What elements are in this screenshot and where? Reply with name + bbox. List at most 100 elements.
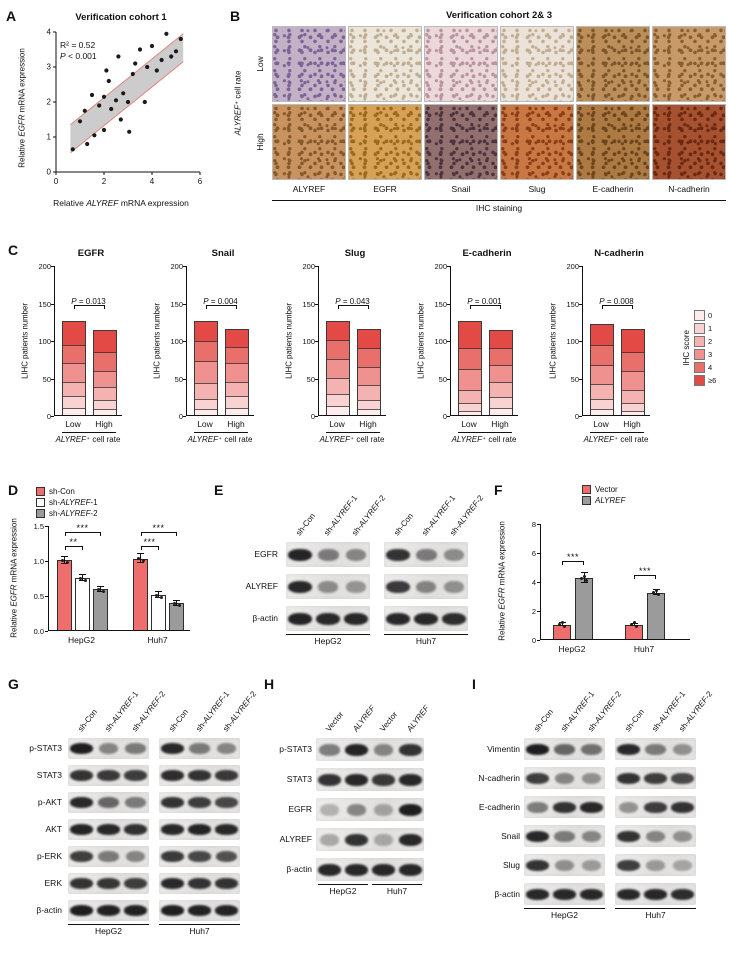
- data-point: [582, 574, 586, 578]
- blot-band: [644, 801, 667, 813]
- bar-segment: [459, 368, 481, 390]
- bar-segment: [226, 381, 248, 397]
- blot-band: [371, 863, 396, 876]
- bar: [75, 578, 90, 630]
- blot-band: [671, 801, 695, 813]
- legend-value: 4: [708, 363, 713, 372]
- lane-label: sh-Con: [294, 511, 318, 538]
- y-tick: [315, 378, 318, 380]
- blot-group-label: Huh7: [384, 634, 468, 646]
- error-bar: [82, 575, 83, 581]
- blot-band: [616, 888, 641, 900]
- data-point: [177, 603, 181, 607]
- data-point: [70, 147, 75, 152]
- blot-box: [615, 796, 696, 818]
- lane-label: sh-Con: [392, 511, 416, 538]
- legend-item: sh-Con: [36, 486, 98, 497]
- sig-bracket: [140, 546, 159, 550]
- blot-row-label: EGFR: [288, 804, 312, 814]
- p-bracket: [470, 304, 501, 309]
- data-point: [92, 133, 97, 138]
- bar: [93, 589, 108, 630]
- blot-box: [159, 819, 240, 840]
- blot-band: [96, 824, 121, 835]
- blot-box: [286, 574, 370, 599]
- sig-bracket: [634, 575, 656, 579]
- blot-band: [582, 859, 601, 871]
- sig-stars: ***: [76, 523, 89, 533]
- blot-box: [68, 846, 149, 867]
- x-tick-label: Low: [461, 419, 477, 429]
- data-point: [652, 591, 655, 595]
- error-cap: [79, 580, 86, 581]
- error-cap: [79, 574, 86, 576]
- bar-segment: [622, 329, 644, 352]
- ihc-chart-slug: Slug LIHC patients number 0 50 100 150 200 Low H…: [285, 248, 412, 466]
- blot-band: [552, 888, 577, 900]
- data-point: [159, 595, 163, 599]
- y-tick: [537, 524, 540, 525]
- bar-segment: [63, 363, 85, 382]
- blot-band: [124, 770, 147, 781]
- bar-segment: [327, 377, 349, 395]
- legend-item: ALYREF: [582, 495, 625, 506]
- data-point: [109, 106, 114, 112]
- p-bracket: [602, 304, 633, 309]
- blot-row-label: E-cadherin: [478, 801, 520, 812]
- ihc-image-high-snail: [424, 104, 498, 180]
- data-point: [82, 108, 87, 113]
- blot-band: [443, 580, 465, 593]
- lane-label: sh-Con: [531, 707, 555, 734]
- data-point: [141, 559, 145, 563]
- y-tick-label: 150: [170, 299, 183, 309]
- sig-stars: ***: [152, 523, 165, 533]
- blot-band: [525, 830, 550, 842]
- data-point: [145, 64, 150, 70]
- blot-box: [524, 767, 605, 789]
- data-point: [654, 589, 658, 593]
- bar-segment: [490, 407, 512, 415]
- y-tick: [315, 416, 318, 417]
- bar-segment: [459, 389, 481, 404]
- p-value: P = 0.043: [335, 296, 370, 306]
- y-tick-label: 200: [434, 262, 447, 271]
- blot-band: [96, 905, 121, 916]
- data-point: [85, 141, 90, 147]
- legend-swatch: [694, 362, 705, 373]
- y-tick-label: 50: [570, 374, 579, 384]
- blot-row-label: p-ERK: [36, 851, 62, 861]
- blot-band: [646, 859, 665, 871]
- y-tick: [51, 416, 54, 417]
- legend-value: 1: [708, 324, 713, 333]
- x-tick-label: 6: [198, 177, 203, 186]
- blot-group-label: HepG2: [318, 884, 368, 896]
- panel-e: E sh-Con sh-ALYREF-1 sh-ALYREF-2 sh-Con sh-A…: [212, 480, 485, 674]
- legend-swatch: [694, 349, 705, 360]
- y-tick: [579, 416, 582, 417]
- blot-row-label: β-actin: [494, 888, 520, 899]
- panel-f-label: F: [494, 482, 503, 498]
- y-tick: [183, 303, 186, 305]
- blot-box: [286, 606, 370, 631]
- scatter-plot: 0 2 4 6 0 1 2 3 4: [47, 28, 203, 187]
- y-tick-label: 150: [302, 299, 315, 309]
- blot-band: [215, 878, 239, 889]
- chart-title: E-cadherin: [462, 248, 512, 259]
- ihc-column-labels: ALYREF EGFR Snail Slug E-cadherin N-cadherin: [272, 184, 726, 194]
- ihc-col-label: Snail: [451, 184, 471, 194]
- y-tick-label: 1: [47, 133, 52, 142]
- bar-segment: [358, 385, 380, 401]
- bar-segment: [591, 324, 613, 346]
- blot-band: [443, 548, 465, 561]
- blot-band: [346, 803, 367, 816]
- blot-band: [618, 801, 639, 813]
- legend-item: sh-ALYREF-1: [36, 497, 98, 508]
- data-point: [118, 117, 123, 122]
- data-point: [106, 78, 111, 84]
- plot-area: *** ***: [540, 524, 690, 640]
- blot-row-label: Slug: [502, 859, 520, 870]
- data-point: [136, 557, 140, 561]
- error-cap: [558, 624, 566, 626]
- data-point: [142, 99, 147, 105]
- blot-box: [159, 873, 240, 894]
